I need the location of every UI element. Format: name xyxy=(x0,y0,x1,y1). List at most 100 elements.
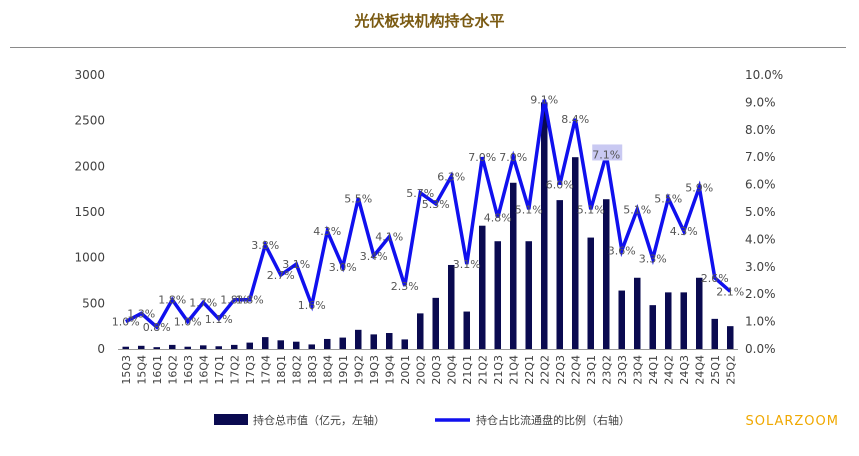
line-data-label: 7.0% xyxy=(468,151,496,164)
line-data-label: 1.0% xyxy=(174,316,202,329)
line-data-label: 5.3% xyxy=(422,198,450,211)
x-tick-label: 15Q4 xyxy=(135,355,148,385)
line-data-label: 1.0% xyxy=(112,316,140,329)
x-tick-label: 22Q4 xyxy=(569,355,582,385)
x-tick-label: 23Q1 xyxy=(585,355,598,385)
x-tick-label: 16Q4 xyxy=(197,355,210,385)
x-tick-label: 25Q1 xyxy=(709,355,722,385)
line-data-label: 7.0% xyxy=(499,151,527,164)
x-tick-label: 18Q1 xyxy=(275,355,288,385)
bar xyxy=(137,345,145,349)
line-data-label: 7.1% xyxy=(592,148,620,161)
line-data-label: 3.6% xyxy=(608,244,636,257)
x-tick-label: 17Q2 xyxy=(228,355,241,385)
bar xyxy=(370,334,378,349)
bar xyxy=(354,329,362,349)
line-data-label: 5.1% xyxy=(515,203,543,216)
line-data-label: 4.1% xyxy=(375,231,403,244)
x-tick-label: 24Q1 xyxy=(647,355,660,385)
x-tick-label: 19Q1 xyxy=(337,355,350,385)
y-left-tick-label: 2000 xyxy=(74,159,105,173)
x-tick-label: 22Q2 xyxy=(538,355,551,385)
bar xyxy=(726,326,734,349)
line-data-label: 1.8% xyxy=(220,294,248,307)
line-data-label: 3.1% xyxy=(282,258,310,271)
bar xyxy=(618,290,626,349)
x-tick-label: 20Q2 xyxy=(414,355,427,385)
bar xyxy=(463,311,471,349)
line-data-label: 5.5% xyxy=(344,192,372,205)
line-data-label: 4.3% xyxy=(313,225,341,238)
x-tick-label: 23Q3 xyxy=(616,355,629,385)
line-data-label: 5.1% xyxy=(577,203,605,216)
line-data-label: 2.3% xyxy=(391,280,419,293)
line-data-label: 3.1% xyxy=(453,258,481,271)
bar xyxy=(215,346,223,349)
bar xyxy=(122,346,130,349)
line-data-label: 1.8% xyxy=(158,294,186,307)
bar xyxy=(153,347,161,349)
x-tick-label: 21Q3 xyxy=(492,355,505,385)
bar xyxy=(277,340,285,349)
y-right-tick-label: 3.0% xyxy=(745,260,776,274)
legend-bar-swatch xyxy=(214,414,248,425)
x-tick-label: 15Q3 xyxy=(120,355,133,385)
bar xyxy=(308,344,316,349)
x-tick-label: 17Q4 xyxy=(259,355,272,385)
bar xyxy=(184,346,192,349)
y-right-tick-label: 8.0% xyxy=(745,123,776,137)
y-right-tick-label: 6.0% xyxy=(745,178,776,192)
line-data-label: 5.7% xyxy=(406,187,434,200)
line-data-label: 3.4% xyxy=(360,250,388,263)
line-data-label: 6.3% xyxy=(437,170,465,183)
x-tick-label: 24Q4 xyxy=(693,355,706,385)
x-tick-label: 18Q2 xyxy=(290,355,303,385)
bar xyxy=(447,264,455,349)
x-tick-label: 16Q1 xyxy=(151,355,164,385)
x-tick-label: 21Q4 xyxy=(507,355,520,385)
bar xyxy=(664,292,672,349)
bar xyxy=(416,313,424,349)
line-data-label: 8.4% xyxy=(561,113,589,126)
x-tick-label: 21Q2 xyxy=(476,355,489,385)
line-data-label: 2.7% xyxy=(267,269,295,282)
y-right-tick-label: 5.0% xyxy=(745,205,776,219)
x-tick-label: 16Q2 xyxy=(166,355,179,385)
x-tick-label: 23Q2 xyxy=(600,355,613,385)
x-tick-label: 16Q3 xyxy=(182,355,195,385)
bar xyxy=(432,297,440,349)
line-data-label: 4.3% xyxy=(670,225,698,238)
line-data-label: 2.6% xyxy=(701,272,729,285)
bar xyxy=(680,292,688,349)
line-data-label: 1.7% xyxy=(189,296,217,309)
bar xyxy=(525,241,533,349)
bar xyxy=(478,225,486,349)
bar xyxy=(711,318,719,349)
watermark: SOLARZOOM xyxy=(745,414,839,429)
bar xyxy=(587,237,595,349)
y-left-tick-label: 2500 xyxy=(74,114,105,128)
line-data-label: 5.5% xyxy=(654,192,682,205)
bar xyxy=(261,337,269,349)
bar xyxy=(633,277,641,349)
y-left-tick-label: 500 xyxy=(82,296,105,310)
y-right-tick-label: 1.0% xyxy=(745,315,776,329)
bar xyxy=(199,345,207,349)
x-tick-label: 21Q1 xyxy=(461,355,474,385)
line-data-label: 5.1% xyxy=(623,203,651,216)
line-data-label: 1.3% xyxy=(127,307,155,320)
x-tick-label: 23Q4 xyxy=(631,355,644,385)
line-data-label: 1.8% xyxy=(236,294,264,307)
line-data-label: 0.8% xyxy=(143,321,171,334)
y-right-tick-label: 10.0% xyxy=(745,68,783,82)
x-tick-label: 18Q4 xyxy=(321,355,334,385)
line-data-label: 9.1% xyxy=(530,94,558,107)
line-data-label: 3.0% xyxy=(329,261,357,274)
legend-bar-label: 持仓总市值（亿元，左轴） xyxy=(253,413,385,427)
x-tick-label: 19Q4 xyxy=(383,355,396,385)
bar xyxy=(168,344,176,349)
bar xyxy=(230,344,238,349)
line-data-label: 1.6% xyxy=(298,299,326,312)
bar xyxy=(246,342,254,349)
bar xyxy=(385,333,393,349)
